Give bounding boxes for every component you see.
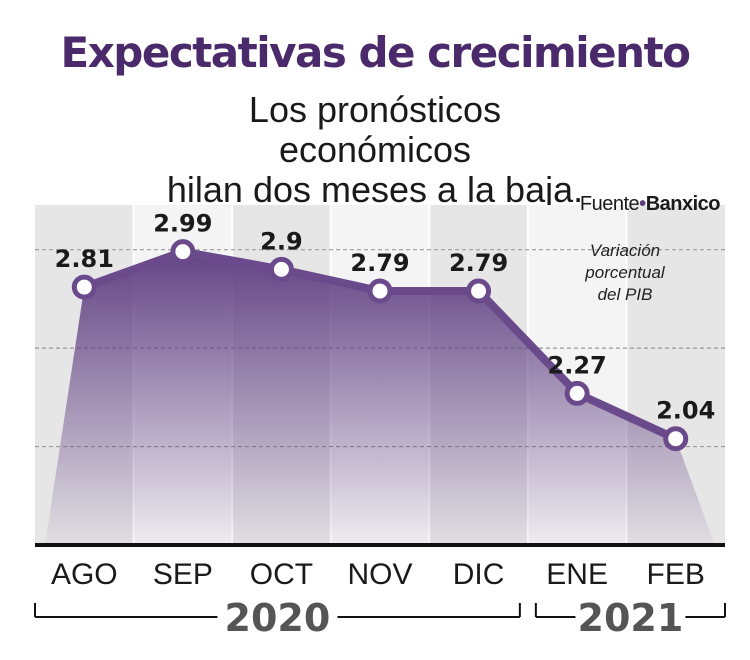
data-point-oct [268,256,294,282]
x-tick-label-sep: SEP [153,558,213,591]
data-point-nov [367,278,393,304]
value-label-oct: 2.9 [260,227,303,255]
unit-label-line-2: porcentual [585,263,665,282]
chart-subtitle: Los pronósticos económicos hilan dos mes… [150,90,600,210]
data-point-ago [71,274,97,300]
data-point-sep [170,239,196,265]
unit-label-line-1: Variación [589,241,661,260]
source-credit: Fuente•Banxico [520,193,721,216]
data-point-ene [564,380,590,406]
x-tick-label-ago: AGO [51,558,118,591]
source-name: Banxico [645,193,721,215]
value-label-nov: 2.79 [350,249,409,277]
source-prefix: Fuente [579,193,640,215]
x-tick-label-nov: NOV [347,558,412,591]
x-tick-label-feb: FEB [647,558,705,591]
chart-title: Expectativas de crecimiento [60,28,692,77]
value-label-dic: 2.79 [449,249,508,277]
x-tick-label-oct: OCT [250,558,313,591]
unit-label: Variación porcentual del PIB [555,240,695,306]
data-point-dic [466,278,492,304]
data-point-feb [663,426,689,452]
subtitle-line-2: hilan dos meses a la baja. [166,169,584,210]
value-label-ago: 2.81 [55,245,114,273]
unit-label-line-3: del PIB [597,285,653,304]
value-label-ene: 2.27 [548,351,607,379]
source-separator: • [639,193,646,215]
value-label-sep: 2.99 [153,210,212,238]
value-label-feb: 2.04 [656,397,715,425]
year-label-2021: 2021 [578,596,684,640]
subtitle-line-1: Los pronósticos económicos [248,89,502,170]
year-label-2020: 2020 [225,596,331,640]
x-tick-label-ene: ENE [546,558,608,591]
x-tick-label-dic: DIC [453,558,505,591]
area-fill [45,251,715,545]
